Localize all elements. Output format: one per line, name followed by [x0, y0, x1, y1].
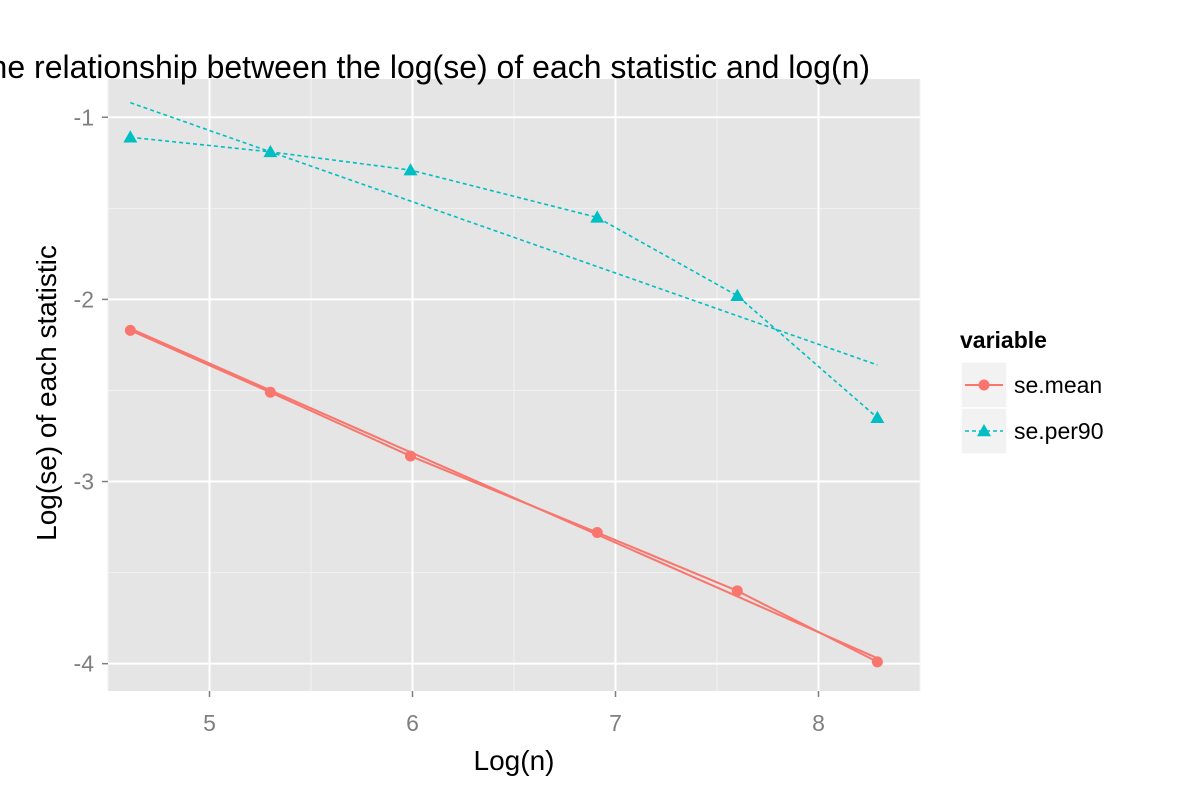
legend-label: se.mean [1014, 372, 1102, 398]
legend-item-se.per90: se.per90 [960, 407, 1104, 455]
data-point-se.mean [871, 656, 883, 668]
legend-key-marker [978, 379, 990, 391]
data-point-se.per90 [403, 163, 418, 176]
x-tick-label: 5 [203, 710, 216, 736]
y-tick-label: -2 [74, 286, 94, 312]
x-tick-label: 6 [406, 710, 419, 736]
series-line-se.mean [129, 329, 878, 663]
major-gridlines [108, 79, 920, 691]
data-point-se.per90 [870, 410, 885, 424]
fit-line-se.per90 [130, 101, 878, 366]
data-point-se.per90 [590, 210, 605, 223]
y-tick-label: -1 [74, 104, 94, 130]
legend-key-marker [977, 424, 991, 437]
x-axis-ticks: 5 6 7 8 [203, 691, 825, 736]
series-se.mean [124, 324, 883, 668]
y-axis-ticks: -4 -3 -2 -1 [74, 104, 108, 677]
data-point-se.mean [591, 527, 603, 539]
series-line-se.per90 [130, 136, 878, 419]
data-point-se.mean [124, 324, 136, 336]
x-tick-label: 8 [812, 710, 825, 736]
data-point-se.mean [404, 450, 416, 462]
series-layer [123, 101, 885, 668]
minor-gridlines [107, 79, 921, 691]
x-axis-title: Log(n) [474, 745, 555, 776]
legend-title: variable [960, 327, 1047, 353]
legend-label: se.per90 [1014, 418, 1104, 444]
legend-item-se.mean: se.mean [960, 361, 1102, 409]
data-point-se.per90 [730, 288, 745, 301]
x-tick-label: 7 [609, 710, 622, 736]
data-point-se.per90 [263, 144, 278, 158]
data-point-se.per90 [123, 130, 138, 143]
y-tick-label: -4 [74, 651, 95, 677]
chart-title: The relationship between the log(se) of … [0, 49, 870, 85]
series-se.per90 [123, 101, 885, 424]
legend: variable se.mean se.per90 [960, 327, 1104, 455]
y-tick-label: -3 [74, 469, 94, 495]
y-axis-title: Log(se) of each statistic [31, 245, 62, 541]
data-point-se.mean [264, 386, 276, 398]
data-point-se.mean [731, 585, 743, 597]
